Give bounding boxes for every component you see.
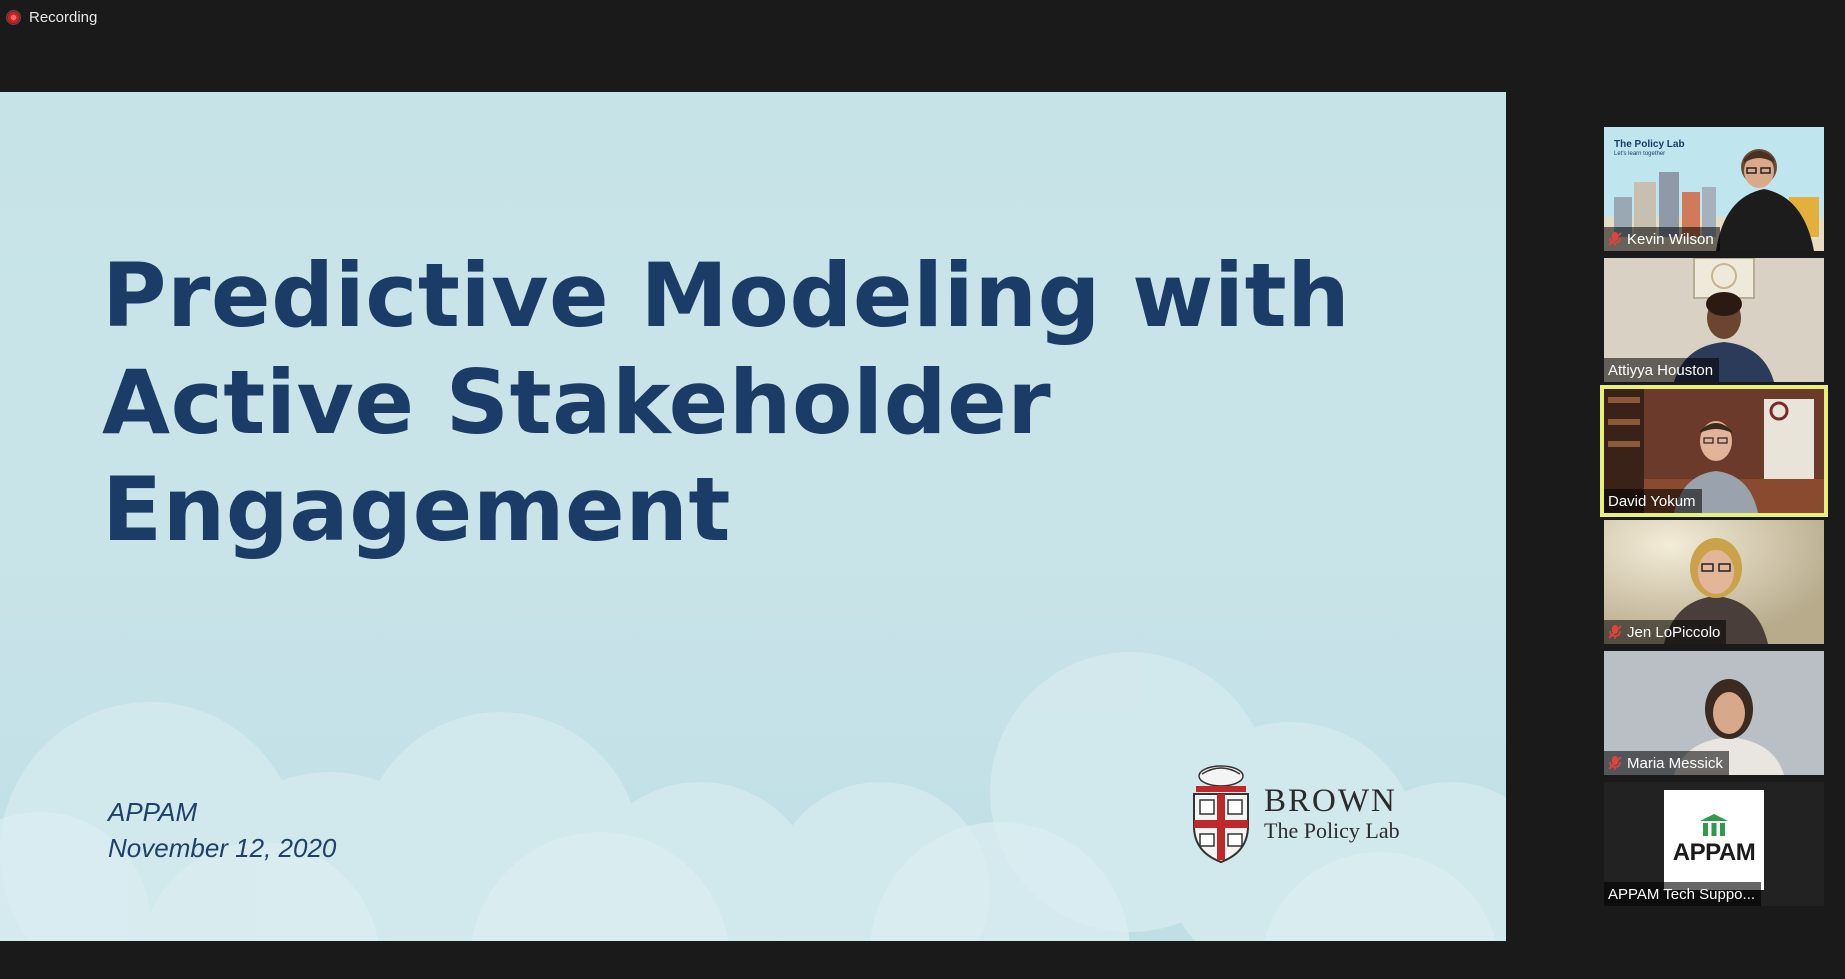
- participant-name-bar: Attiyya Houston: [1604, 358, 1720, 382]
- event-name: APPAM: [108, 797, 198, 827]
- participant-name-bar: David Yokum: [1604, 489, 1702, 513]
- logo-policy-lab: The Policy Lab: [1264, 818, 1400, 843]
- participant-tile-maria-messick[interactable]: Maria Messick: [1604, 651, 1824, 775]
- participant-name-bar: Maria Messick: [1604, 751, 1729, 775]
- participant-tile-appam-tech-support[interactable]: APPAM APPAM Tech Suppo...: [1604, 782, 1824, 906]
- virtual-background-subtitle: Let's learn together: [1614, 151, 1666, 157]
- slide-title-line: Engagement: [102, 458, 731, 561]
- slide-title-line: Predictive Modeling with: [102, 244, 1351, 347]
- participant-name: Attiyya Houston: [1608, 361, 1714, 379]
- brown-shield-icon: [1193, 765, 1249, 864]
- participant-name: APPAM Tech Suppo...: [1608, 885, 1756, 903]
- logo-brown: BROWN: [1264, 783, 1397, 819]
- mic-muted-icon: [1608, 232, 1622, 246]
- participant-tile-jen-lopiccolo[interactable]: Jen LoPiccolo: [1604, 520, 1824, 644]
- slide-title: Predictive Modeling with Active Stakehol…: [102, 242, 1402, 563]
- participant-tile-david-yokum[interactable]: David Yokum: [1600, 385, 1828, 517]
- participant-name: Jen LoPiccolo: [1627, 623, 1721, 641]
- mic-muted-icon: [1608, 756, 1622, 770]
- mic-muted-icon: [1608, 625, 1622, 639]
- event-date: November 12, 2020: [108, 833, 337, 863]
- appam-columns-icon: [1700, 814, 1728, 836]
- virtual-background-title: The Policy Lab: [1614, 139, 1685, 150]
- cloud-background: [0, 652, 1506, 941]
- participant-tile-attiyya-houston[interactable]: Attiyya Houston: [1604, 258, 1824, 382]
- participant-name: David Yokum: [1608, 492, 1696, 510]
- participant-name-bar: Jen LoPiccolo: [1604, 620, 1727, 644]
- participant-tile-kevin-wilson[interactable]: The Policy Lab Let's learn together Kevi…: [1604, 127, 1824, 251]
- shared-screen-slide: Predictive Modeling with Active Stakehol…: [0, 92, 1506, 941]
- recording-icon: [6, 9, 21, 25]
- participant-name: Maria Messick: [1627, 754, 1723, 772]
- slide-title-line: Active Stakeholder: [102, 351, 1052, 454]
- recording-label: Recording: [29, 8, 98, 26]
- participant-name-bar: Kevin Wilson: [1604, 227, 1720, 251]
- slide-footer: APPAM November 12, 2020: [108, 794, 336, 866]
- participant-name-bar: APPAM Tech Suppo...: [1604, 882, 1762, 906]
- appam-logo-text: APPAM: [1672, 839, 1756, 866]
- brown-policy-lab-logo: BROWN The Policy Lab: [1188, 764, 1400, 864]
- appam-logo: APPAM: [1664, 790, 1764, 890]
- recording-indicator[interactable]: Recording: [0, 0, 97, 34]
- participant-name: Kevin Wilson: [1627, 230, 1714, 248]
